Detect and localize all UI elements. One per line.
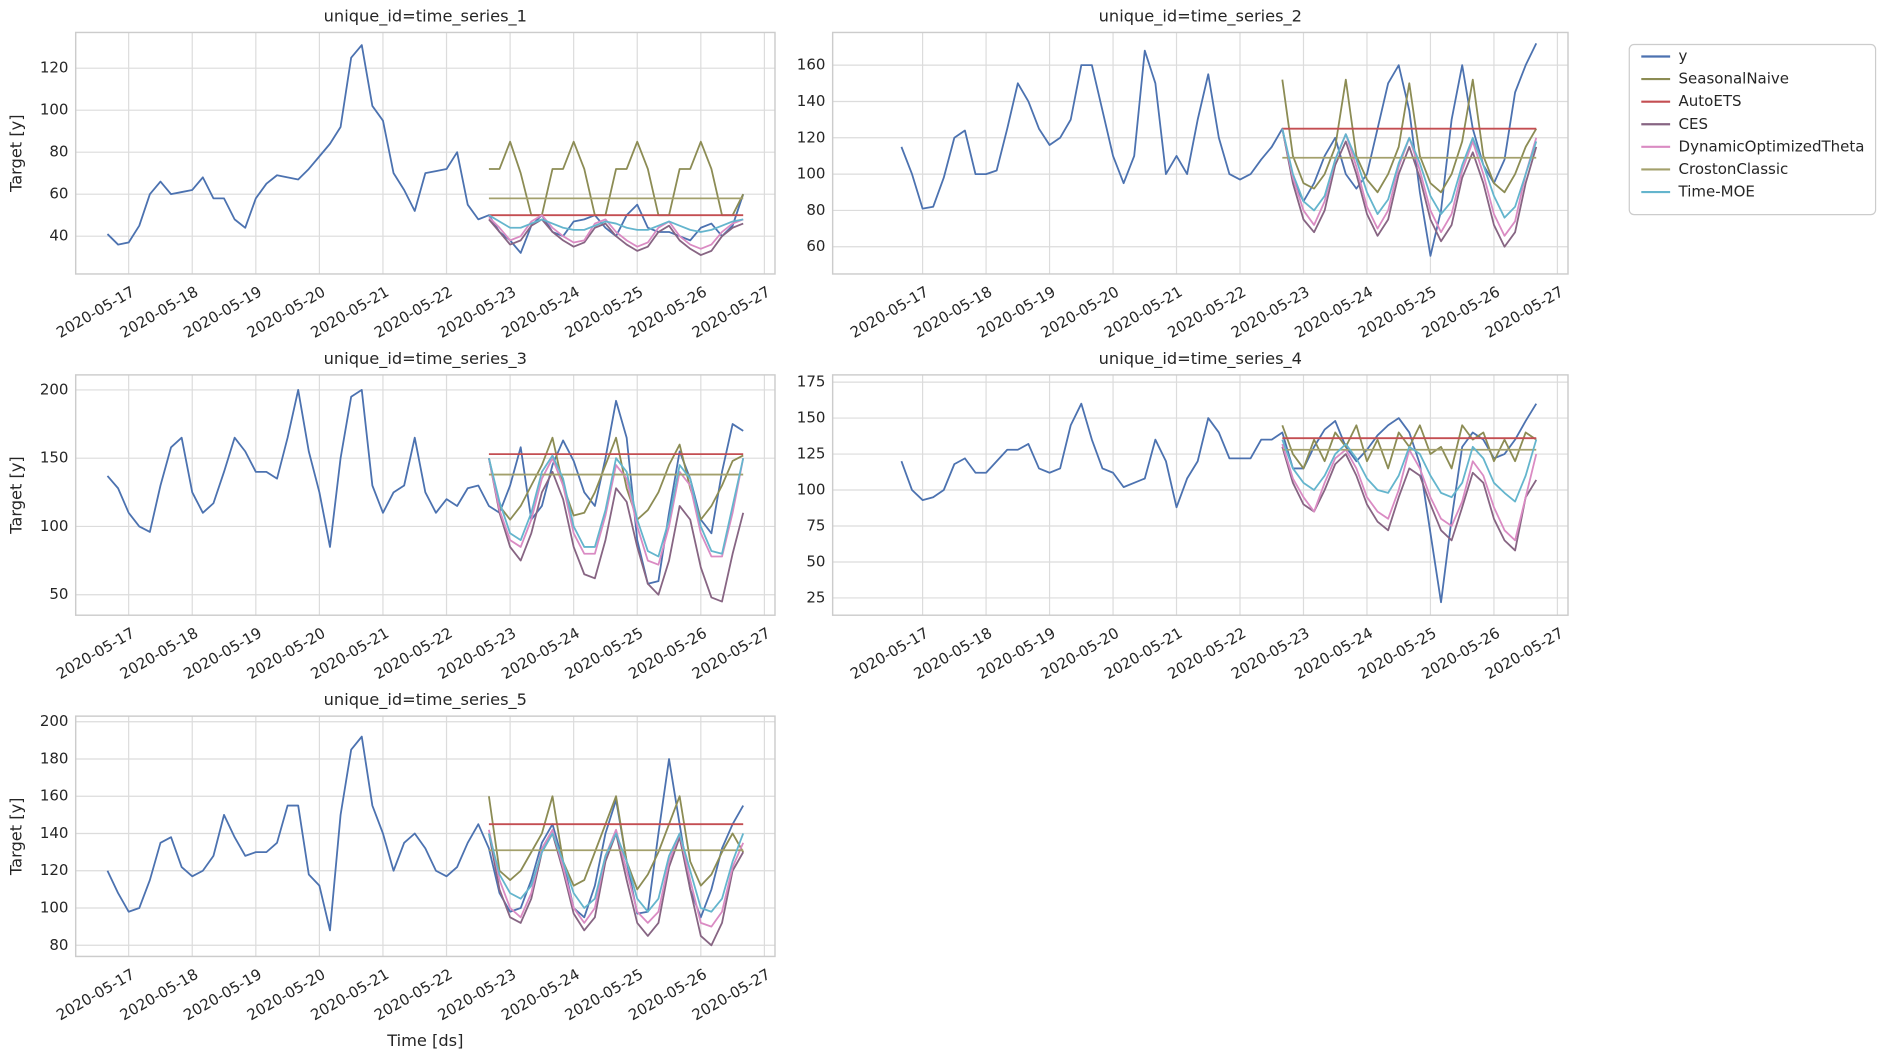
series-line (488, 832, 745, 913)
y-tick-label: 25 (806, 588, 825, 606)
series-line (1281, 446, 1538, 552)
plot-frame (74, 715, 776, 958)
series-line (106, 735, 744, 932)
series-line (1281, 78, 1538, 194)
y-tick-label: 120 (797, 128, 826, 146)
series-line (488, 828, 745, 928)
chart-title: unique_id=time_series_3 (324, 349, 527, 369)
y-tick-label: 125 (797, 445, 826, 463)
series-line (488, 218, 744, 256)
y-axis-label: Target [y] (6, 797, 25, 876)
series-line (488, 457, 745, 566)
legend-label: DynamicOptimizedTheta (1679, 137, 1865, 155)
y-tick-label: 175 (797, 373, 826, 391)
legend-label: CES (1679, 115, 1708, 133)
series-line (488, 214, 744, 233)
y-tick-label: 50 (806, 552, 825, 570)
legend-label: y (1679, 47, 1688, 65)
legend-box (1628, 43, 1877, 216)
y-tick-label: 60 (806, 237, 825, 255)
plot-frame (74, 374, 776, 616)
chart-title: unique_id=time_series_4 (1099, 349, 1302, 369)
series-line (900, 42, 1538, 257)
chart-title: unique_id=time_series_5 (324, 690, 527, 710)
y-tick-label: 75 (806, 516, 825, 534)
plot-area (75, 374, 775, 616)
y-tick-label: 150 (40, 449, 69, 467)
y-tick-label: 100 (40, 899, 69, 917)
plot-area (75, 716, 775, 957)
y-tick-label: 120 (40, 861, 69, 879)
series-line (106, 389, 744, 585)
plot-frame (831, 374, 1569, 616)
y-tick-label: 40 (49, 227, 68, 245)
legend-label: Time-MOE (1678, 183, 1755, 201)
series-line (488, 214, 744, 250)
series-line (900, 402, 1538, 604)
series-line (1281, 439, 1538, 503)
y-tick-label: 120 (40, 59, 69, 77)
y-tick-label: 50 (49, 585, 68, 603)
y-tick-label: 180 (40, 749, 69, 767)
y-tick-label: 100 (797, 165, 826, 183)
chart-title: unique_id=time_series_2 (1099, 6, 1302, 26)
y-tick-label: 150 (797, 409, 826, 427)
plot-frame (831, 31, 1569, 275)
y-tick-label: 100 (797, 481, 826, 499)
y-tick-label: 200 (40, 712, 69, 730)
y-tick-label: 140 (40, 824, 69, 842)
y-tick-label: 80 (806, 201, 825, 219)
series-line (106, 44, 745, 254)
series-line (488, 458, 745, 603)
plot-area (832, 374, 1568, 616)
series-line (1281, 128, 1538, 248)
y-tick-label: 80 (49, 143, 68, 161)
series-line (488, 436, 744, 521)
legend-label: SeasonalNaive (1679, 70, 1790, 88)
legend-label: CrostonClassic (1679, 160, 1789, 178)
series-line (488, 795, 744, 891)
y-tick-label: 200 (40, 380, 69, 398)
y-axis-label: Target [y] (6, 456, 25, 535)
series-line (488, 454, 745, 558)
y-tick-label: 100 (40, 101, 69, 119)
chart-title: unique_id=time_series_1 (324, 6, 527, 26)
x-axis-label: Time [ds] (386, 1031, 463, 1050)
y-tick-label: 100 (40, 517, 69, 535)
y-tick-label: 80 (49, 936, 68, 954)
series-line (1281, 128, 1538, 219)
plot-frame (74, 31, 776, 275)
legend-label: AutoETS (1679, 92, 1742, 110)
y-tick-label: 160 (797, 56, 826, 74)
y-tick-label: 140 (797, 92, 826, 110)
y-tick-label: 60 (49, 185, 68, 203)
y-axis-label: Target [y] (6, 114, 25, 193)
y-tick-label: 160 (40, 787, 69, 805)
